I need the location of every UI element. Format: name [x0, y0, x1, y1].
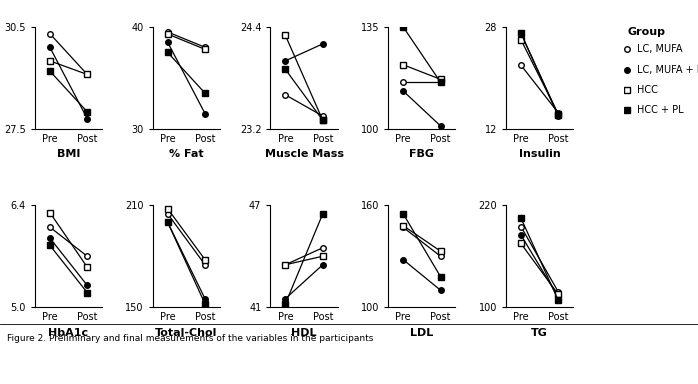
X-axis label: BMI: BMI: [57, 149, 80, 159]
X-axis label: LDL: LDL: [410, 328, 433, 338]
Text: HCC + PL: HCC + PL: [637, 106, 684, 116]
Text: Group: Group: [627, 27, 665, 37]
X-axis label: Total-Chol: Total-Chol: [155, 328, 218, 338]
Text: LC, MUFA + PL: LC, MUFA + PL: [637, 65, 698, 75]
Text: Figure 2. Preliminary and final measurements of the variables in the participant: Figure 2. Preliminary and final measurem…: [7, 334, 373, 343]
Text: LC, MUFA: LC, MUFA: [637, 44, 683, 54]
X-axis label: TG: TG: [531, 328, 548, 338]
Text: HCC: HCC: [637, 85, 658, 95]
X-axis label: % Fat: % Fat: [169, 149, 204, 159]
X-axis label: HDL: HDL: [291, 328, 317, 338]
X-axis label: FBG: FBG: [409, 149, 434, 159]
X-axis label: HbA1c: HbA1c: [48, 328, 89, 338]
X-axis label: Muscle Mass: Muscle Mass: [265, 149, 343, 159]
X-axis label: Insulin: Insulin: [519, 149, 560, 159]
